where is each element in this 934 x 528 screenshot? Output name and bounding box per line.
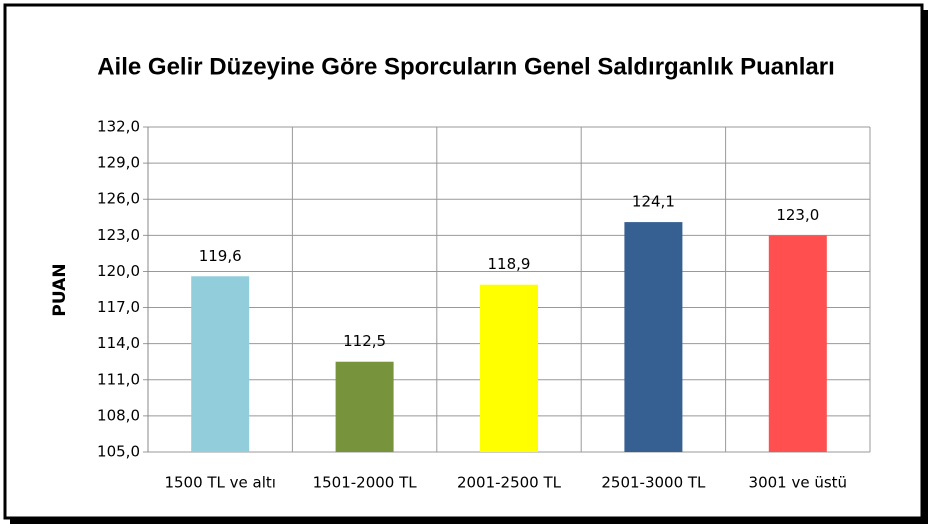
data-label: 124,1 [632,193,675,211]
x-tick-label: 1500 TL ve altı [164,474,276,492]
x-tick-label: 2001-2500 TL [457,474,562,492]
y-tick-label: 126,0 [97,190,140,208]
y-tick-label: 114,0 [97,334,140,352]
bar [480,284,538,452]
x-tick-label: 3001 ve üstü [749,474,848,492]
y-tick-label: 123,0 [97,226,140,244]
x-tick-label: 1501-2000 TL [313,474,418,492]
bar [335,361,394,452]
data-label: 119,6 [199,247,242,265]
y-tick-label: 108,0 [97,406,140,424]
y-tick-label: 120,0 [97,262,140,280]
y-tick-label: 111,0 [97,370,140,388]
y-tick-label: 129,0 [97,154,140,172]
data-label: 118,9 [488,255,531,273]
data-label: 123,0 [776,206,819,224]
bar [191,276,250,452]
x-tick-label: 2501-3000 TL [601,474,706,492]
y-tick-label: 117,0 [97,298,140,316]
chart-title: Aile Gelir Düzeyine Göre Sporcuların Gen… [97,53,835,80]
bar [768,235,827,452]
y-axis-label: PUAN [50,263,70,316]
y-tick-label: 105,0 [97,443,140,461]
bar [624,222,683,452]
y-tick-label: 132,0 [97,118,140,136]
data-label: 112,5 [343,332,386,350]
